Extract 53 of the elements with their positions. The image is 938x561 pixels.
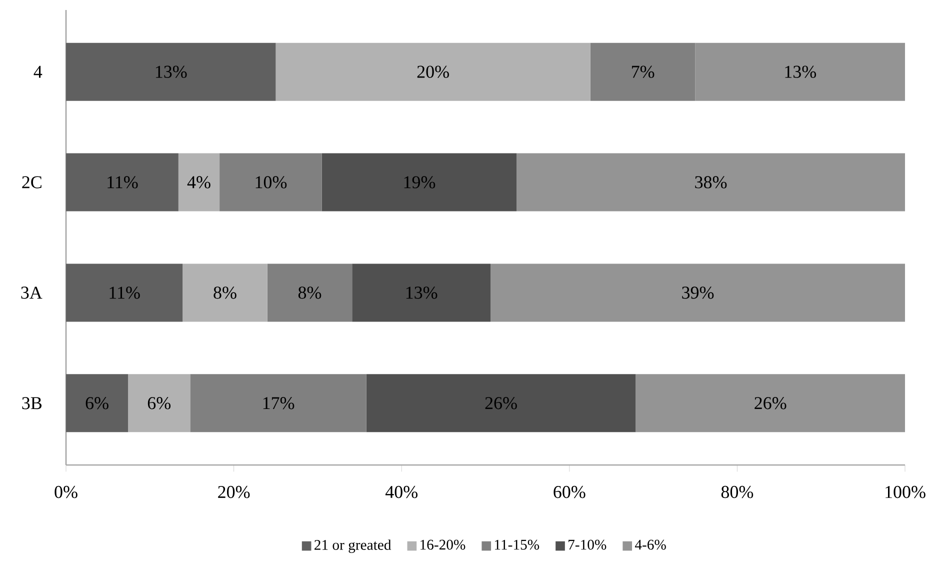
y-tick-label: 3B bbox=[22, 397, 42, 410]
x-tick-label: 0% bbox=[54, 486, 78, 498]
bar bbox=[366, 374, 636, 432]
annotation: 39% bbox=[682, 286, 714, 299]
annotation: 6% bbox=[86, 397, 108, 410]
annotation: 11% bbox=[110, 286, 140, 299]
bar bbox=[352, 264, 491, 322]
annotation: 19% bbox=[404, 176, 436, 188]
bar bbox=[128, 374, 190, 432]
legend-label: 16-20% bbox=[420, 540, 466, 550]
bar bbox=[190, 374, 366, 432]
annotation: 8% bbox=[298, 286, 322, 299]
annotation: 26% bbox=[754, 397, 786, 410]
annotation: 13% bbox=[785, 66, 816, 78]
y-tick-label: 4 bbox=[34, 66, 42, 78]
legend-label: 21 or greated bbox=[314, 540, 392, 553]
legend-label: 11-15% bbox=[494, 540, 540, 550]
x-tick-label: 60% bbox=[554, 486, 586, 498]
bar bbox=[178, 153, 220, 212]
annotation: 11% bbox=[108, 176, 138, 188]
bar bbox=[695, 42, 906, 101]
bar bbox=[66, 153, 178, 212]
bar bbox=[66, 264, 183, 322]
x-tick-label: 80% bbox=[721, 486, 754, 498]
bar bbox=[220, 153, 322, 212]
annotation: 26% bbox=[485, 397, 517, 410]
x-tick-label: 20% bbox=[218, 486, 250, 498]
annotation: 20% bbox=[417, 66, 449, 78]
bar bbox=[66, 374, 128, 432]
annotation: 6% bbox=[148, 397, 171, 410]
annotation: 13% bbox=[406, 286, 438, 299]
annotation: 10% bbox=[256, 176, 287, 188]
legend-label: 7-10% bbox=[568, 540, 606, 550]
bar bbox=[490, 264, 906, 322]
bar bbox=[636, 374, 906, 432]
annotation: 7% bbox=[632, 66, 654, 78]
bar bbox=[66, 42, 276, 101]
x-tick-label: 100% bbox=[886, 486, 926, 498]
annotation: 38% bbox=[695, 176, 727, 188]
annotation: 17% bbox=[263, 397, 294, 410]
y-tick-label: 2C bbox=[22, 176, 42, 188]
annotation: 13% bbox=[156, 66, 187, 78]
legend-label: 4-6% bbox=[634, 540, 666, 550]
bar bbox=[590, 42, 696, 101]
bar bbox=[182, 264, 268, 322]
y-tick-label: 3A bbox=[21, 286, 42, 299]
bar bbox=[516, 153, 906, 212]
x-tick-label: 40% bbox=[385, 486, 418, 498]
bar bbox=[276, 42, 590, 101]
annotation: 4% bbox=[187, 176, 210, 188]
annotation: 8% bbox=[214, 286, 236, 299]
bar bbox=[322, 153, 517, 212]
bar bbox=[267, 264, 352, 322]
